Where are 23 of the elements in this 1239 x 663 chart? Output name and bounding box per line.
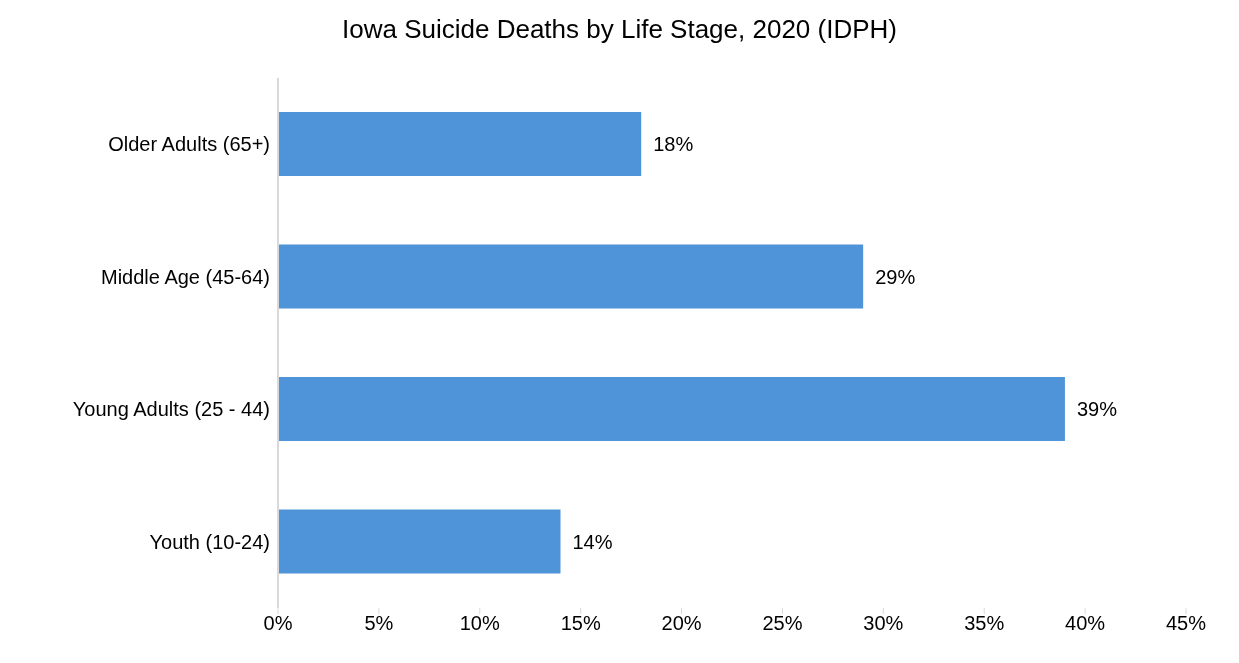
x-tick-label: 10% (459, 612, 501, 635)
x-tick-label: 45% (1165, 612, 1207, 635)
y-tick-label: Middle Age (45-64) (101, 265, 270, 288)
data-label: 18% (653, 133, 694, 156)
x-tick-label: 5% (364, 612, 394, 635)
y-tick-label: Youth (10-24) (149, 530, 270, 553)
chart-title: Iowa Suicide Deaths by Life Stage, 2020 (IDPH) (341, 14, 898, 46)
data-label: 39% (1076, 398, 1118, 421)
y-tick-label: Young Adults (25 - 44) (72, 398, 270, 421)
data-label: 29% (875, 265, 916, 288)
x-tick-label: 25% (762, 612, 803, 635)
bar (278, 112, 642, 176)
x-tick-label: 40% (1065, 612, 1106, 635)
data-label: 14% (572, 530, 613, 553)
x-tick-label: 30% (863, 612, 904, 635)
bar (278, 509, 561, 574)
bar (278, 377, 1065, 441)
x-tick-label: 15% (560, 612, 601, 635)
y-tick-label: Older Adults (65+) (108, 133, 270, 156)
x-tick-label: 0% (263, 612, 293, 635)
bar (278, 244, 864, 309)
x-tick-label: 35% (964, 612, 1005, 635)
x-tick-label: 20% (661, 612, 702, 635)
